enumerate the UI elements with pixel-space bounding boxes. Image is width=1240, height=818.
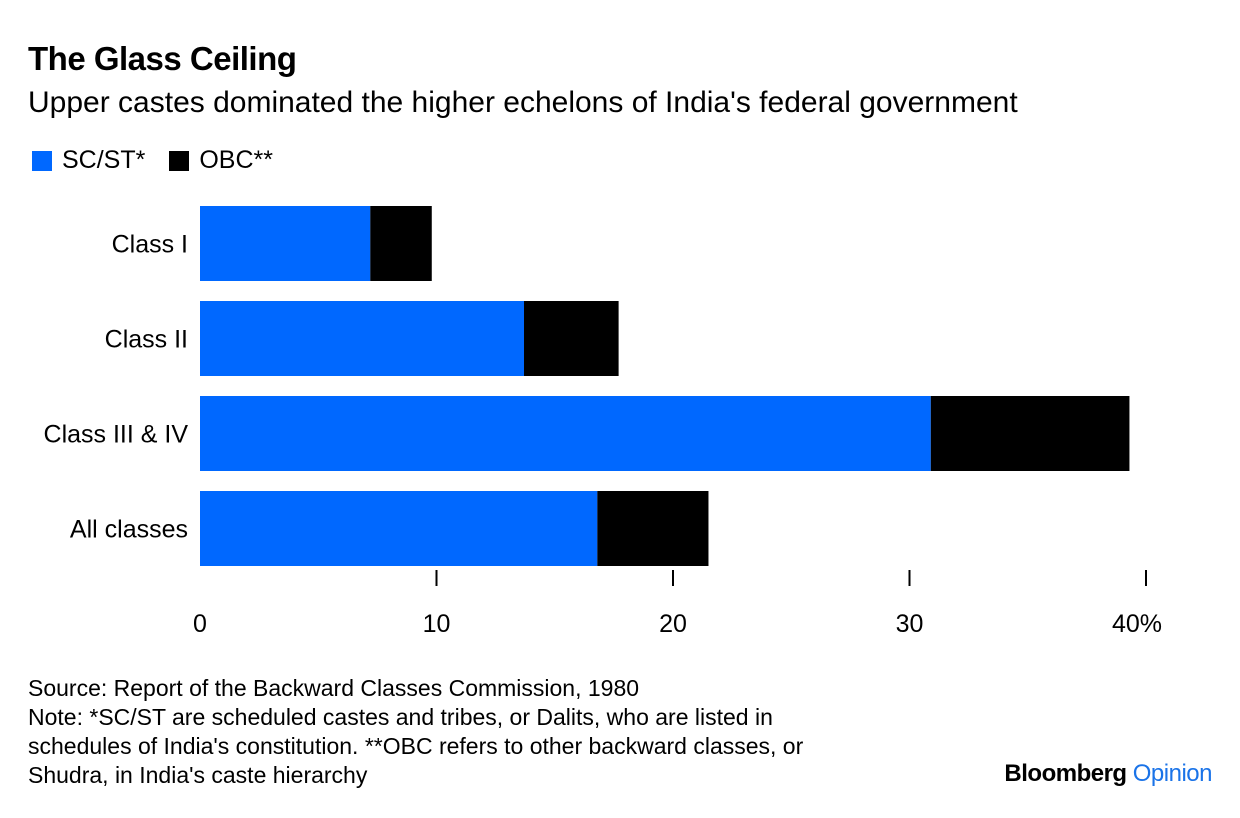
bar-scst-1 <box>200 301 525 376</box>
note-line-2: schedules of India's constitution. **OBC… <box>28 733 804 759</box>
x-tick-label-3: 30 <box>896 610 924 638</box>
bar-scst-3 <box>200 491 598 566</box>
brand-section: Opinion <box>1132 760 1213 787</box>
bar-scst-2 <box>200 396 931 471</box>
legend-label-obc: OBC** <box>199 146 273 174</box>
legend-item-obc: OBC** <box>169 146 273 175</box>
brand-logo: Bloomberg Opinion <box>1004 760 1212 788</box>
category-label-1: Class II <box>105 326 188 354</box>
bar-scst-0 <box>200 206 371 281</box>
legend-swatch-scst <box>32 150 52 171</box>
bar-obc-2 <box>930 396 1130 471</box>
category-label-2: Class III & IV <box>44 421 189 449</box>
note-line-3: Shudra, in India's caste hierarchy <box>28 762 368 788</box>
chart-notes: Source: Report of the Backward Classes C… <box>28 674 968 790</box>
x-tick-label-0: 0 <box>193 610 207 638</box>
note-line-1: Note: *SC/ST are scheduled castes and tr… <box>28 704 773 730</box>
category-label-0: Class I <box>112 231 188 259</box>
legend-item-scst: SC/ST* <box>32 146 145 175</box>
legend: SC/ST* OBC** <box>32 146 297 175</box>
category-label-3: All classes <box>70 516 188 544</box>
chart-title: The Glass Ceiling <box>28 40 297 77</box>
legend-label-scst: SC/ST* <box>62 146 146 174</box>
legend-swatch-obc <box>169 150 190 171</box>
source-note: Source: Report of the Backward Classes C… <box>28 675 640 701</box>
x-tick-label-2: 20 <box>659 610 687 638</box>
bar-obc-3 <box>597 491 709 566</box>
bar-obc-1 <box>524 301 619 376</box>
x-tick-label-1: 10 <box>423 610 451 638</box>
bar-obc-0 <box>370 206 432 281</box>
brand-name: Bloomberg <box>1004 760 1127 787</box>
x-tick-label-4: 40% <box>1112 610 1162 638</box>
chart-subtitle: Upper castes dominated the higher echelo… <box>28 86 1018 119</box>
